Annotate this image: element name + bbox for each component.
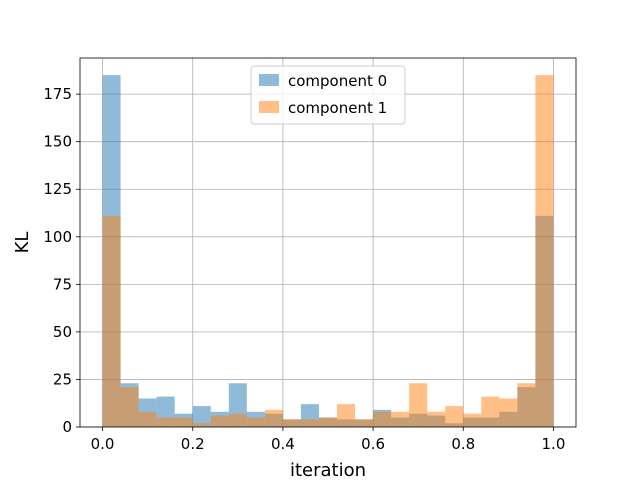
y-tick-label: 100 [43, 228, 72, 246]
histogram-bar [138, 411, 157, 427]
legend-label-component-1: component 1 [288, 99, 387, 117]
histogram-bar [481, 396, 500, 427]
y-axis-ticks: 0 25 50 75 100 125 150 175 [43, 85, 80, 436]
histogram-bar [318, 417, 338, 427]
histogram-bar [463, 413, 482, 427]
x-tick-label: 1.0 [542, 435, 566, 453]
x-tick-label: 0.6 [361, 435, 385, 453]
x-axis-label: iteration [290, 460, 366, 480]
histogram-bar [228, 413, 247, 427]
histogram-bar [391, 411, 410, 427]
legend: component 0 component 1 [250, 65, 406, 125]
x-tick-label: 0.2 [181, 435, 205, 453]
histogram-bar [373, 411, 392, 427]
y-tick-label: 175 [43, 85, 72, 103]
y-tick-label: 150 [43, 133, 72, 151]
histogram-bar [246, 417, 265, 427]
histogram-bar [120, 387, 139, 427]
histogram-bar [535, 75, 554, 427]
y-tick-label: 0 [62, 418, 72, 436]
histogram-bar [300, 419, 319, 427]
histogram-bar [282, 419, 301, 427]
x-tick-label: 0.0 [91, 435, 115, 453]
histogram-bar [264, 409, 283, 427]
y-axis-label: KL [12, 232, 33, 254]
plot-frame [79, 57, 577, 428]
histogram-bar [427, 411, 446, 427]
x-axis-ticks: 0.0 0.2 0.4 0.6 0.8 1.0 [91, 427, 566, 453]
legend-box [250, 65, 406, 125]
histogram-bar [445, 406, 464, 427]
histogram-bar [409, 383, 428, 427]
histogram-bar [156, 417, 175, 427]
histogram-bar [192, 406, 211, 427]
histogram-bar [355, 419, 374, 427]
histogram-bar [337, 404, 356, 427]
series-component-1-bars [102, 75, 554, 427]
histogram-bar [102, 215, 121, 427]
y-tick-label: 125 [43, 180, 72, 198]
y-tick-label: 50 [53, 323, 72, 341]
histogram-bar [174, 417, 193, 427]
histogram-bar [192, 423, 211, 427]
legend-swatch-component-1 [259, 101, 279, 113]
histogram-bar [499, 398, 518, 427]
legend-label-component-0: component 0 [288, 72, 387, 90]
histogram-bar [210, 415, 229, 427]
x-tick-label: 0.4 [271, 435, 295, 453]
y-tick-label: 75 [53, 275, 72, 293]
y-tick-label: 25 [53, 370, 72, 388]
histogram-bar [517, 383, 536, 427]
legend-swatch-component-0 [259, 74, 279, 86]
x-tick-label: 0.8 [451, 435, 475, 453]
